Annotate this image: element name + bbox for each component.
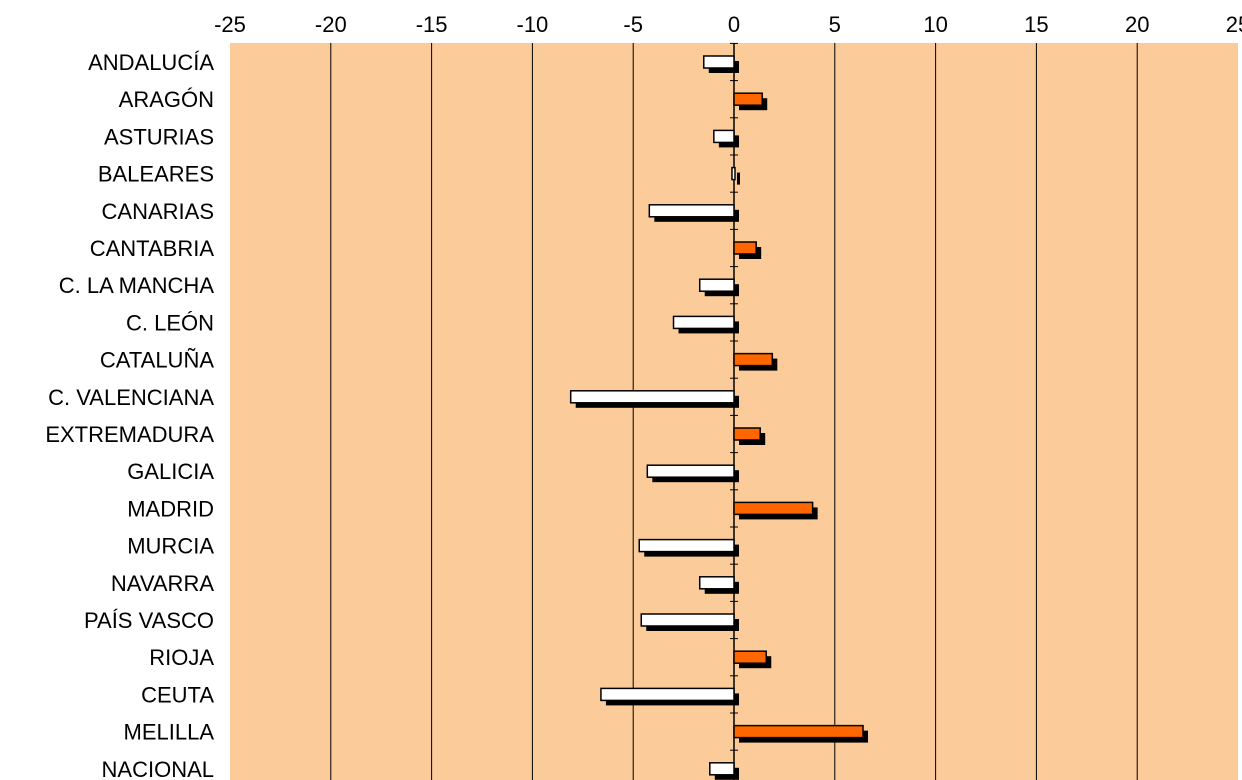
x-axis-tick-labels: -25 -20 -15 -10 -5 0 5 10 15 20 25	[214, 12, 1242, 37]
bar-shadow	[736, 172, 740, 185]
category-label: CATALUÑA	[100, 348, 214, 373]
category-label: ANDALUCÍA	[88, 50, 214, 75]
x-tick-label: -10	[517, 12, 549, 37]
x-tick-label: 20	[1125, 12, 1149, 37]
bar	[703, 55, 735, 69]
bar	[672, 315, 735, 330]
bar	[569, 390, 735, 404]
x-tick-label: -5	[623, 12, 643, 37]
x-tick-label: -25	[214, 12, 246, 37]
bar	[733, 352, 774, 367]
bar	[733, 241, 757, 255]
x-tick-label: 25	[1226, 12, 1242, 37]
x-tick-label: 5	[829, 12, 841, 37]
bar	[638, 538, 735, 553]
bar	[733, 92, 763, 106]
bar	[733, 724, 864, 739]
bar	[698, 576, 735, 590]
category-label: C. VALENCIANA	[48, 385, 214, 410]
category-label: NACIONAL	[102, 757, 214, 780]
bar	[733, 501, 814, 516]
category-label: MURCIA	[127, 534, 214, 559]
category-label: CEUTA	[141, 682, 214, 707]
category-label: MELILLA	[124, 720, 215, 745]
bar	[733, 427, 761, 441]
bar	[713, 129, 735, 144]
category-label: ARAGÓN	[119, 87, 214, 112]
category-label: ASTURIAS	[104, 124, 214, 149]
bar	[646, 464, 735, 478]
bar	[600, 687, 735, 702]
x-tick-label: 0	[728, 12, 740, 37]
category-label: RIOJA	[149, 645, 214, 670]
category-label: PAÍS VASCO	[84, 608, 214, 633]
category-label: NAVARRA	[111, 571, 214, 596]
category-labels: ANDALUCÍA ARAGÓN ASTURIAS BALEARES CANARIAS C…	[45, 50, 214, 780]
category-label: CANARIAS	[102, 199, 214, 224]
bar	[731, 166, 736, 181]
category-label: BALEARES	[98, 162, 214, 187]
bars	[569, 55, 869, 780]
category-label: EXTREMADURA	[45, 422, 214, 447]
x-tick-label: 15	[1024, 12, 1048, 37]
x-tick-label: -15	[416, 12, 448, 37]
category-label: CANTABRIA	[90, 236, 215, 261]
bar	[709, 762, 735, 776]
bar	[640, 613, 735, 627]
x-tick-label: -20	[315, 12, 347, 37]
bar	[648, 204, 735, 218]
bar	[698, 278, 735, 292]
bar	[733, 650, 768, 664]
category-label: MADRID	[127, 496, 214, 521]
category-label: GALICIA	[127, 459, 214, 484]
category-label: C. LEÓN	[126, 310, 214, 335]
x-tick-label: 10	[923, 12, 947, 37]
category-label: C. LA MANCHA	[59, 273, 215, 298]
